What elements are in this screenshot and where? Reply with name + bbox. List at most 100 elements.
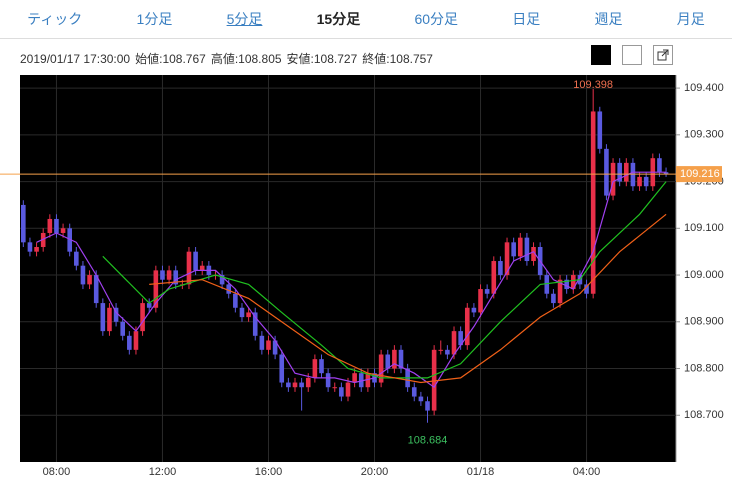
popout-icon [657, 49, 669, 61]
candle-body [458, 331, 463, 346]
candle-body [319, 359, 324, 374]
tab[interactable]: 60分足 [414, 11, 459, 27]
candle-body [551, 293, 556, 304]
candle-body [80, 265, 86, 285]
candle-body [405, 368, 410, 388]
tab[interactable]: 週足 [594, 11, 623, 27]
tab[interactable]: 月足 [676, 11, 705, 27]
y-tick-label: 109.300 [684, 129, 724, 141]
light-theme-button[interactable] [622, 45, 642, 65]
candle-body [67, 228, 72, 252]
candle-body [305, 377, 311, 388]
candle-body [153, 270, 159, 308]
candle-body [643, 176, 649, 187]
candle-body [531, 247, 536, 262]
candle-body [21, 204, 26, 243]
candle-body [498, 261, 503, 276]
x-tick-label: 01/18 [467, 466, 495, 478]
candle-body [590, 111, 596, 294]
candle-body [630, 162, 636, 187]
candle-body [246, 312, 251, 318]
candle-body [113, 307, 119, 322]
candle-body [299, 382, 304, 388]
candle-body [279, 354, 285, 383]
current-price-label: 109.216 [680, 168, 720, 180]
candle-body [537, 247, 543, 276]
candle-body [40, 232, 46, 247]
candle-body [127, 335, 132, 350]
candle-body [206, 265, 212, 276]
candle-body [358, 373, 364, 388]
candle-body [610, 162, 616, 196]
candle-body [418, 396, 424, 402]
info-item: 安値:108.727 [286, 52, 358, 66]
candle-body [624, 162, 629, 182]
popout-button[interactable] [653, 45, 673, 65]
candle-body [517, 237, 523, 257]
candle-body [438, 349, 444, 351]
candle-body [100, 303, 106, 332]
candle-body [47, 218, 53, 233]
candle-body [252, 312, 258, 336]
tab-bar: ティック 1分足 5分足 15分足 60分足 日足 週足 月足 [0, 0, 732, 39]
candle-body [657, 158, 662, 173]
info-item: 終値:108.757 [362, 52, 433, 66]
ohlc-info: 2019/01/17 17:30:00 始値:108.767 高値:108.805 安… [20, 50, 438, 67]
y-tick-label: 108.900 [684, 316, 724, 328]
y-tick-label: 108.800 [684, 362, 724, 374]
x-tick-label: 08:00 [43, 466, 71, 478]
candle-body [312, 359, 318, 378]
candle-body [60, 228, 66, 233]
dark-theme-button[interactable] [591, 45, 611, 65]
y-tick-label: 109.200 [684, 175, 724, 187]
candle-body [133, 331, 139, 350]
info-item: 高値:108.805 [210, 52, 282, 66]
candle-body [425, 401, 430, 411]
candle-body [365, 373, 371, 388]
moving-average-line [36, 171, 667, 389]
candle-body [577, 275, 583, 285]
candle-body [193, 251, 198, 271]
candle-body [332, 387, 338, 389]
candle-body [411, 387, 417, 397]
tab[interactable]: ティック [27, 11, 83, 27]
candle-body [557, 279, 563, 304]
candle-body [478, 289, 483, 313]
candle-body [54, 218, 59, 233]
candle-body [325, 373, 331, 388]
candle-body [199, 265, 205, 271]
tab[interactable]: 15分足 [316, 11, 361, 27]
candle-body [239, 307, 245, 318]
candle-body [617, 162, 622, 182]
candle-body [219, 275, 225, 285]
candle-body [74, 251, 79, 266]
candle-body [597, 111, 603, 149]
candle-body [27, 242, 33, 252]
candle-body [286, 382, 291, 388]
candle-body [650, 158, 656, 187]
current-price-box [676, 166, 722, 183]
candle-body [491, 261, 497, 294]
y-tick-label: 109.400 [684, 82, 724, 94]
candle-body [451, 331, 457, 355]
info-item: 始値:108.767 [135, 52, 206, 66]
candle-body [272, 340, 278, 355]
candle-body [233, 293, 238, 308]
candle-body [213, 275, 218, 277]
tab[interactable]: 1分足 [136, 11, 173, 27]
x-tick-label: 12:00 [149, 466, 177, 478]
candle-body [570, 275, 576, 290]
y-tick-label: 108.700 [684, 409, 724, 421]
tab[interactable]: 5分足 [226, 11, 263, 27]
candle-body [431, 349, 437, 411]
candle-body [398, 349, 404, 369]
candle-body [604, 148, 609, 196]
candle-body [345, 382, 351, 397]
candle-body [471, 307, 477, 313]
candle-body [464, 307, 470, 346]
candle-body [504, 242, 510, 276]
tab[interactable]: 日足 [512, 11, 541, 27]
y-tick-label: 109.000 [684, 269, 724, 281]
